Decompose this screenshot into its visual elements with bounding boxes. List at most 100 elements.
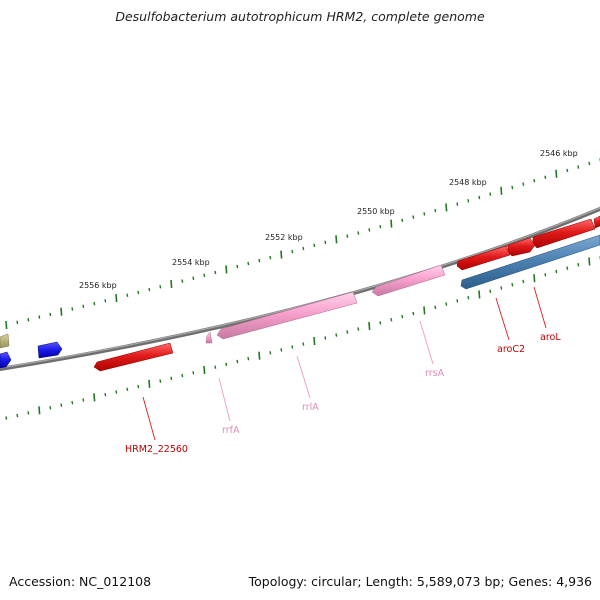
major-tick (555, 169, 558, 178)
major-tick (478, 290, 481, 299)
minor-tick (269, 351, 272, 355)
minor-tick (511, 283, 514, 287)
major-tick (500, 186, 503, 195)
minor-tick (258, 258, 261, 263)
major-tick (60, 307, 63, 316)
minor-tick (104, 299, 107, 303)
gene-feature-other[interactable] (0, 351, 12, 369)
minor-tick (390, 318, 393, 322)
gene-label[interactable]: HRM2_22560 (125, 444, 188, 455)
minor-tick (346, 330, 349, 334)
genome-backbone-highlight (0, 207, 600, 369)
minor-tick (324, 336, 327, 340)
minor-tick (82, 304, 85, 309)
minor-tick (489, 192, 492, 196)
minor-tick (16, 413, 19, 418)
minor-tick (588, 161, 591, 166)
gene-label[interactable]: aroC2 (497, 344, 525, 355)
gene-feature-cds[interactable] (456, 245, 511, 271)
ruler-label: 2546 kbp (540, 149, 578, 158)
major-tick (423, 306, 426, 315)
minor-tick (368, 228, 371, 232)
minor-tick (456, 299, 459, 303)
minor-tick (533, 178, 536, 183)
major-tick (258, 351, 261, 360)
minor-tick (236, 359, 239, 364)
gene-label[interactable]: rrfA (222, 425, 240, 436)
minor-tick (346, 234, 349, 238)
label-leader-aroC2 (495, 297, 510, 341)
gene-feature-cds[interactable] (507, 237, 536, 257)
minor-tick (115, 390, 118, 394)
minor-tick (555, 269, 558, 274)
minor-tick (423, 212, 426, 216)
ruler-label: 2548 kbp (449, 178, 487, 187)
major-tick (148, 379, 151, 388)
minor-tick (27, 318, 30, 322)
gene-feature-blue[interactable] (460, 234, 600, 290)
minor-tick (269, 255, 272, 260)
minor-tick (324, 240, 327, 245)
minor-tick (247, 261, 250, 266)
minor-tick (214, 365, 217, 369)
minor-tick (412, 311, 415, 316)
minor-tick (566, 266, 569, 270)
minor-tick (401, 314, 404, 319)
gene-feature-other[interactable] (37, 341, 63, 359)
gene-feature-cds-HRM2_22560[interactable] (93, 342, 174, 372)
minor-tick (280, 348, 283, 352)
gene-label[interactable]: aroL (540, 332, 561, 343)
minor-tick (71, 307, 74, 311)
minor-tick (49, 312, 52, 317)
accession-text: Accession: NC_012108 (9, 574, 152, 589)
gene-feature-rrna-rrfA[interactable] (205, 331, 213, 344)
major-tick (280, 250, 283, 259)
minor-tick (181, 279, 184, 283)
minor-tick (577, 263, 580, 267)
minor-tick (192, 276, 195, 280)
major-tick (115, 294, 118, 303)
minor-tick (159, 379, 162, 383)
inner-tick-ruler (5, 256, 600, 420)
gene-label[interactable]: rrsA (425, 368, 445, 379)
minor-tick (214, 270, 217, 275)
minor-tick (203, 273, 206, 278)
major-tick (588, 257, 591, 266)
gene-feature-cds[interactable] (593, 215, 600, 229)
major-tick (368, 321, 371, 330)
major-tick (533, 274, 536, 283)
gene-label[interactable]: rrlA (302, 402, 319, 413)
label-leader-rrlA (296, 355, 311, 399)
genome-stats-text: Topology: circular; Length: 5,589,073 bp… (248, 574, 592, 589)
gene-feature-rrna-rrsA[interactable] (371, 264, 446, 297)
minor-tick (379, 224, 382, 229)
minor-tick (379, 321, 382, 325)
minor-tick (126, 387, 129, 392)
minor-tick (467, 199, 470, 203)
minor-tick (291, 249, 294, 254)
major-tick (313, 336, 316, 346)
major-tick (5, 320, 8, 330)
label-leader-rrsA (419, 320, 434, 365)
minor-tick (500, 286, 503, 290)
minor-tick (247, 356, 250, 361)
minor-tick (335, 333, 338, 337)
gene-feature-olive[interactable] (0, 333, 10, 349)
minor-tick (137, 384, 140, 389)
minor-tick (434, 208, 437, 213)
minor-tick (445, 302, 448, 306)
minor-tick (5, 416, 8, 420)
major-tick (93, 393, 96, 402)
minor-tick (511, 185, 514, 190)
minor-tick (412, 215, 415, 219)
outer-tick-ruler (5, 158, 600, 330)
gene-feature-rrna-rrlA[interactable] (216, 291, 358, 340)
minor-tick (16, 320, 19, 325)
minor-tick (401, 218, 404, 223)
map-title: Desulfobacterium autotrophicum HRM2, com… (115, 9, 485, 24)
minor-tick (181, 373, 184, 378)
minor-tick (478, 195, 481, 200)
minor-tick (456, 202, 459, 206)
label-leader-HRM2_22560 (142, 396, 156, 441)
